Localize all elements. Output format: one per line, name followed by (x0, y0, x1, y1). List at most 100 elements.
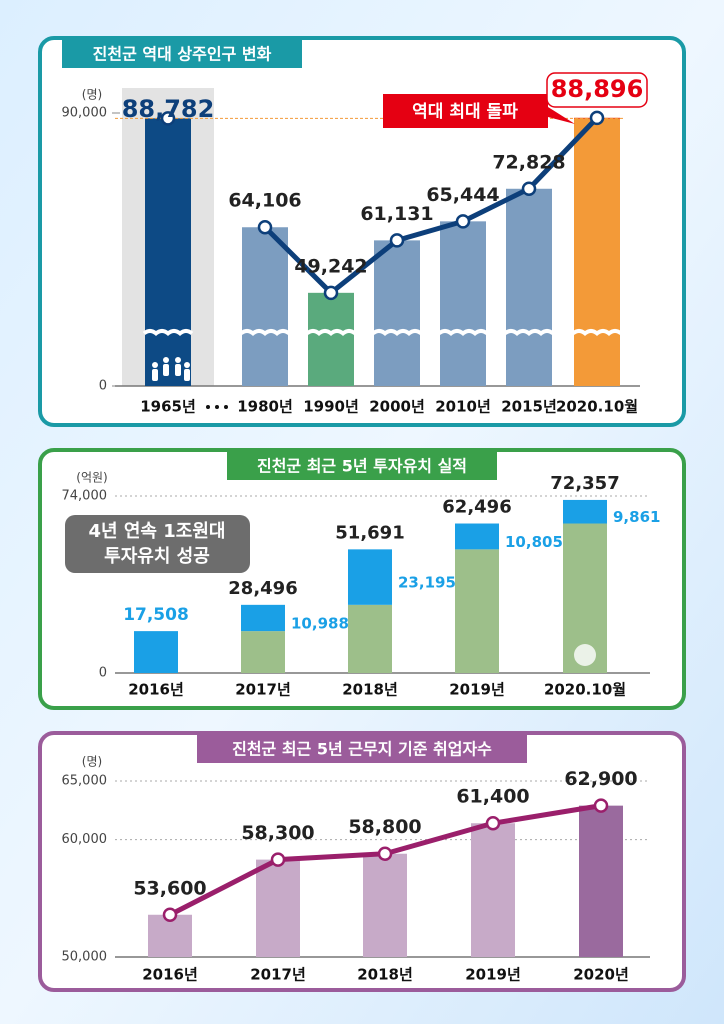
x-tick-label: 1990년 (303, 398, 359, 416)
annotation-box (383, 94, 575, 128)
value-label: 10,988 (291, 614, 349, 632)
x-tick-label: 2015년 (501, 398, 557, 416)
total-label: 28,496 (228, 578, 297, 599)
x-tick-label: 2020년 (573, 966, 629, 984)
axis-break (437, 328, 489, 337)
y-tick-label: 0 (99, 666, 107, 681)
icon (175, 364, 181, 376)
total-label: 72,357 (550, 473, 619, 494)
icon (175, 357, 181, 363)
y-tick-label: 60,000 (62, 832, 108, 847)
y-tick-label: 90,000 (62, 106, 108, 121)
value-label: 62,900 (564, 768, 637, 790)
point (377, 846, 393, 861)
x-tick-label: 2019년 (449, 681, 505, 699)
x-tick-label: 2016년 (128, 681, 184, 699)
point (455, 214, 471, 229)
bar (256, 859, 300, 957)
bar-segment (455, 549, 499, 673)
x-tick-label: 2010년 (435, 398, 491, 416)
trend-line (262, 224, 334, 296)
title-tab (227, 452, 497, 480)
point (589, 110, 605, 126)
value-box (546, 72, 648, 108)
x-tick-label: 2019년 (465, 966, 521, 984)
bar (579, 805, 623, 957)
point (257, 219, 273, 235)
bar (145, 118, 191, 386)
annotation: 역대 최대 돌파 (412, 102, 518, 122)
value-label: 88,782 (122, 95, 215, 123)
bar (574, 117, 620, 387)
x-tick-label: 1980년 (237, 398, 293, 416)
x-tick-label: 2017년 (250, 966, 306, 984)
point (323, 285, 339, 301)
trend-line (275, 851, 388, 863)
bar (308, 292, 354, 386)
y-tick-label: 50,000 (62, 950, 108, 965)
ellipsis-dot (206, 405, 210, 409)
value-label: 61,400 (456, 786, 529, 808)
bar (471, 823, 515, 957)
value-label: 65,444 (426, 184, 499, 206)
bar-segment (348, 549, 392, 605)
value-label: 17,508 (123, 605, 189, 625)
trend-line (460, 186, 532, 224)
panel (38, 731, 686, 992)
icon (184, 369, 190, 381)
x-tick-label: 2018년 (342, 681, 398, 699)
point (593, 798, 609, 813)
trend-line (394, 218, 466, 243)
axis-break (371, 328, 423, 337)
value-label: 49,242 (294, 255, 367, 277)
total-label: 62,496 (442, 497, 511, 518)
axis-break (142, 328, 194, 337)
bar-segment (563, 499, 607, 524)
axis-break (571, 328, 623, 337)
chart-title: 진천군 역대 상주인구 변화 (93, 45, 272, 64)
trend-line (328, 237, 400, 296)
icon (152, 369, 158, 381)
trend-line (490, 803, 604, 826)
x-tick-label: 2000년 (369, 398, 425, 416)
point (162, 907, 178, 923)
y-unit: (억원) (76, 471, 107, 485)
x-tick-label: 2017년 (235, 681, 291, 699)
bar (363, 853, 407, 957)
value-label: 58,800 (348, 816, 421, 838)
annotation-box (65, 515, 250, 573)
bar-segment (241, 631, 285, 673)
value-label: 53,600 (133, 877, 206, 899)
x-tick-label: 2016년 (142, 966, 198, 984)
point (389, 233, 405, 248)
icon (574, 644, 596, 666)
bar-segment (348, 604, 392, 673)
bar (506, 188, 552, 386)
chart-title: 진천군 최근 5년 투자유치 실적 (257, 457, 467, 476)
x-tick-label: 2020.10월 (556, 398, 638, 416)
value-label: 64,106 (228, 190, 301, 212)
x-tick-label: 2018년 (357, 966, 413, 984)
annotation: 4년 연속 1조원대 (89, 521, 226, 542)
bar (242, 227, 288, 386)
icon (152, 362, 158, 368)
value-label: 9,861 (613, 508, 660, 526)
bar (374, 240, 420, 386)
x-tick-label: 2020.10월 (544, 681, 626, 699)
bar-segment (455, 523, 499, 550)
value-label: 23,195 (398, 574, 456, 592)
bar (440, 221, 486, 386)
y-tick-label: 65,000 (62, 774, 108, 789)
y-tick-label: 74,000 (62, 489, 108, 504)
icon (163, 357, 169, 363)
chart-title: 진천군 최근 5년 근무지 기준 취업자수 (232, 740, 492, 759)
value-label: 10,805 (505, 533, 563, 551)
annotation: 투자유치 성공 (104, 546, 210, 567)
point (270, 852, 286, 867)
trend-line (526, 115, 600, 192)
title-tab (197, 735, 527, 763)
point (485, 815, 501, 831)
trend-line (382, 820, 496, 857)
axis-break (305, 328, 357, 337)
